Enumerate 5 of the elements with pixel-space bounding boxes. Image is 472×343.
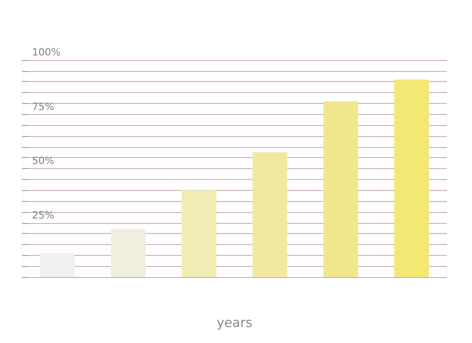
y-tick-label: 75%	[32, 102, 54, 113]
y-tick-label: 100%	[32, 48, 61, 58]
x-axis-title: years	[216, 316, 253, 331]
y-tick-label: 50%	[32, 156, 54, 167]
y-tick-label: 25%	[32, 210, 54, 222]
